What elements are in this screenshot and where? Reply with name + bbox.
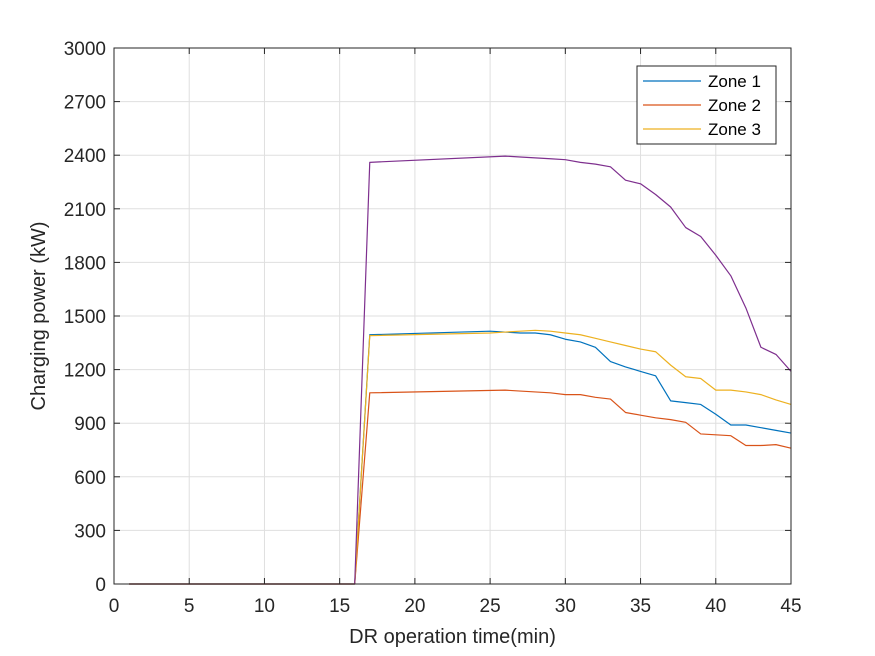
legend-label: Zone 3 bbox=[708, 120, 761, 139]
x-tick-label: 20 bbox=[404, 596, 425, 617]
y-tick-label: 2700 bbox=[64, 93, 106, 114]
x-axis-label: DR operation time(min) bbox=[349, 626, 556, 648]
x-tick-label: 25 bbox=[480, 596, 501, 617]
grid bbox=[113, 47, 792, 585]
y-tick-label: 2400 bbox=[64, 146, 106, 167]
series-line-3 bbox=[129, 329, 792, 585]
y-tick-label: 900 bbox=[74, 414, 106, 435]
y-tick-label: 300 bbox=[74, 521, 106, 542]
x-tick-label: 10 bbox=[254, 596, 275, 617]
x-tick-label: 45 bbox=[780, 596, 801, 617]
y-tick-label: 2100 bbox=[64, 200, 106, 221]
series-line-2 bbox=[129, 389, 792, 585]
y-tick-label: 600 bbox=[74, 468, 106, 489]
x-tick-label: 40 bbox=[705, 596, 726, 617]
series-line-4 bbox=[129, 155, 792, 585]
y-tick-label: 1500 bbox=[64, 307, 106, 328]
legend-label: Zone 1 bbox=[708, 72, 761, 91]
legend: Zone 1 Zone 2 Zone 3 bbox=[636, 65, 777, 145]
x-tick-label: 15 bbox=[329, 596, 350, 617]
y-axis-label: Charging power (kW) bbox=[28, 222, 50, 411]
legend-label: Zone 2 bbox=[708, 96, 761, 115]
x-tick-label: 30 bbox=[555, 596, 576, 617]
y-tick-label: 1200 bbox=[64, 361, 106, 382]
y-tick-label: 1800 bbox=[64, 253, 106, 274]
axis-ticks: 0 5 10 15 20 25 30 35 40 45 0 300 600 900 1200 1500 1800… bbox=[64, 39, 802, 617]
x-tick-label: 5 bbox=[184, 596, 195, 617]
x-tick-label: 35 bbox=[630, 596, 651, 617]
series-lines bbox=[129, 155, 792, 585]
x-tick-label: 0 bbox=[109, 596, 120, 617]
y-tick-label: 0 bbox=[95, 575, 106, 596]
y-tick-label: 3000 bbox=[64, 39, 106, 60]
